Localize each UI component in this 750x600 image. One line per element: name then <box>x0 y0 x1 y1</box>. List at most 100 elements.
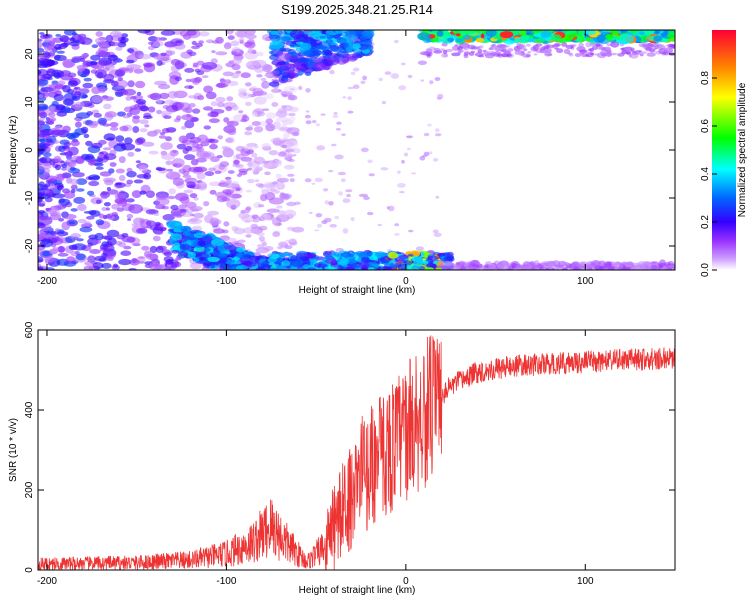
heatmap-cell <box>163 115 172 119</box>
heatmap-cell <box>277 265 287 270</box>
heatmap-cell <box>55 104 66 111</box>
heatmap-cell <box>47 210 55 215</box>
heatmap-cell <box>197 134 209 143</box>
heatmap-cell <box>554 264 565 270</box>
heatmap-cell <box>188 51 197 57</box>
heatmap-cell <box>367 159 373 164</box>
heatmap-cell <box>251 214 259 220</box>
heatmap-cell <box>264 192 276 201</box>
heatmap-cell <box>244 277 252 282</box>
heatmap-cell <box>662 47 672 52</box>
heatmap-cell <box>173 225 185 230</box>
heatmap-cell <box>329 70 335 75</box>
heatmap-cell <box>591 45 599 50</box>
heatmap-cell <box>144 124 150 128</box>
heatmap-cell <box>188 95 196 99</box>
heatmap-cell <box>114 182 126 188</box>
heatmap-cell <box>252 275 263 281</box>
heatmap-cell <box>333 112 338 115</box>
heatmap-cell <box>101 235 110 240</box>
heatmap-cell <box>519 30 527 36</box>
heatmap-cell <box>661 38 668 43</box>
heatmap-cell <box>328 201 334 206</box>
x-tick-label: -200 <box>37 276 57 287</box>
heatmap-cell <box>67 80 79 87</box>
heatmap-cell <box>224 180 231 185</box>
heatmap-cell <box>77 203 87 212</box>
heatmap-cell <box>283 132 290 139</box>
heatmap-cell <box>231 63 241 71</box>
heatmap-cell <box>347 258 356 265</box>
heatmap-cell <box>153 129 162 134</box>
heatmap-cell <box>244 207 251 214</box>
heatmap-cell <box>618 264 627 270</box>
heatmap-cell <box>327 56 340 66</box>
heatmap-cell <box>275 282 284 289</box>
y-tick-label: 0 <box>24 147 35 153</box>
heatmap-cell <box>437 264 446 269</box>
heatmap-cell <box>397 170 401 174</box>
heatmap-cell <box>107 189 119 195</box>
heatmap-cell <box>117 41 127 48</box>
heatmap-cell <box>209 143 218 150</box>
heatmap-cell <box>201 235 210 242</box>
snr-frame <box>37 329 676 571</box>
heatmap-cell <box>192 62 198 67</box>
heatmap-cell <box>258 235 265 242</box>
heatmap-cell <box>261 143 271 148</box>
heatmap-cell <box>320 35 326 39</box>
heatmap-cell <box>226 120 239 127</box>
heatmap-cell <box>71 56 82 63</box>
heatmap-cell <box>296 57 309 64</box>
heatmap-cell <box>264 171 271 176</box>
heatmap-cell <box>130 51 139 56</box>
heatmap-cell <box>170 233 183 241</box>
heatmap-cell <box>166 172 172 176</box>
heatmap-cell <box>100 195 108 200</box>
heatmap-cell <box>248 274 258 278</box>
heatmap-cell <box>267 277 281 284</box>
heatmap-cell <box>417 60 427 66</box>
heatmap-cell <box>272 277 280 285</box>
heatmap-cell <box>488 264 496 269</box>
heatmap-cell <box>87 158 96 166</box>
heatmap-cell <box>105 214 112 219</box>
heatmap-cell <box>44 255 56 263</box>
heatmap-cell <box>50 105 56 110</box>
heatmap-cell <box>256 232 265 236</box>
heatmap-cell <box>238 168 249 173</box>
heatmap-cell <box>160 30 176 36</box>
heatmap-cell <box>275 259 283 264</box>
heatmap-cell <box>572 44 577 47</box>
heatmap-cell <box>520 35 530 41</box>
heatmap-cell <box>279 65 291 71</box>
heatmap-cell <box>305 88 311 93</box>
heatmap-cell <box>126 64 142 70</box>
heatmap-cell <box>209 138 215 143</box>
heatmap-cell <box>262 276 269 279</box>
heatmap-cell <box>161 128 171 134</box>
heatmap-cell <box>341 133 346 136</box>
heatmap-cell <box>377 224 382 226</box>
heatmap-cell <box>283 209 297 218</box>
heatmap-cell <box>174 242 180 248</box>
heatmap-cell <box>610 30 619 34</box>
heatmap-cell <box>189 217 198 223</box>
heatmap-cell <box>181 125 187 130</box>
heatmap-cell <box>38 54 44 58</box>
heatmap-cell <box>214 170 222 175</box>
heatmap-cell <box>55 164 61 171</box>
heatmap-cell <box>124 137 133 145</box>
heatmap-cell <box>139 128 148 133</box>
heatmap-cell <box>387 251 399 259</box>
heatmap-cell <box>273 137 282 147</box>
heatmap-cell <box>160 142 173 150</box>
heatmap-cell <box>192 79 200 85</box>
heatmap-cell <box>324 200 330 205</box>
heatmap-cell <box>253 156 265 165</box>
heatmap-cell <box>196 172 206 180</box>
heatmap-cell <box>275 173 282 179</box>
heatmap-cell <box>208 167 217 172</box>
heatmap-cell <box>101 252 108 259</box>
heatmap-cell <box>257 244 265 249</box>
